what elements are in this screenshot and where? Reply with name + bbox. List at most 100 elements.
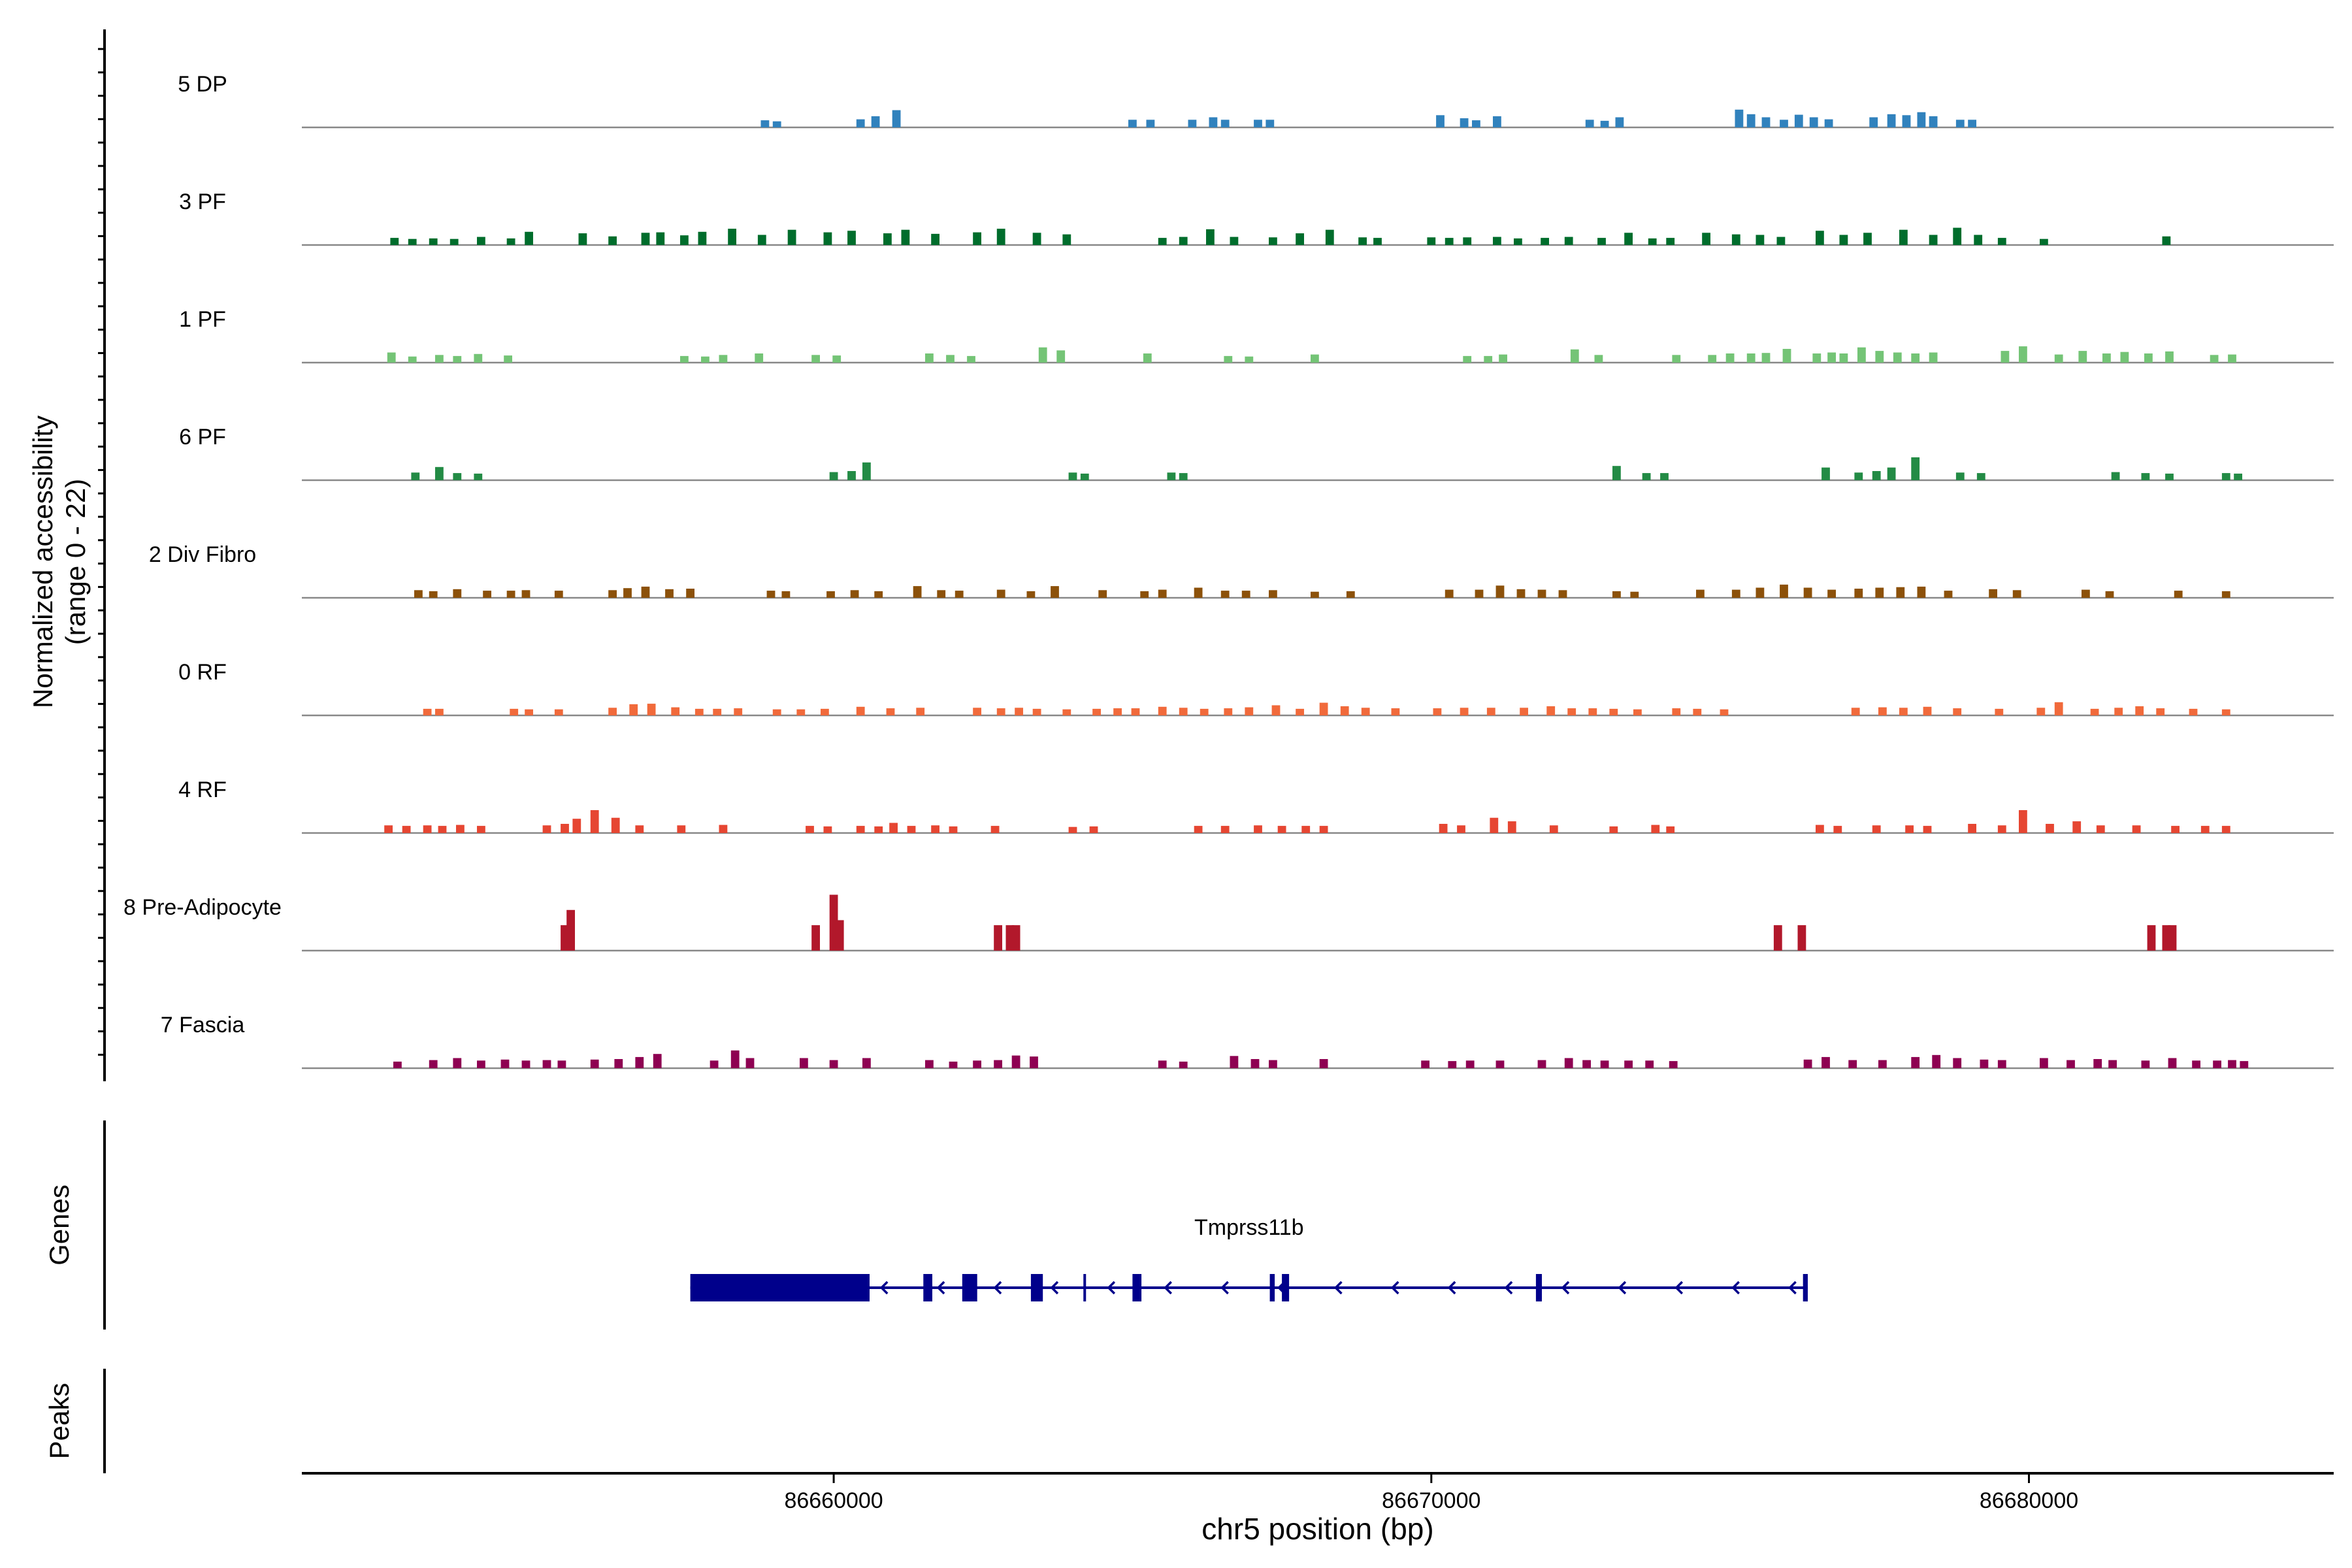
coverage-peak [566,909,575,951]
track-label: 0 RF [178,660,227,685]
coverage-peak [719,825,728,833]
coverage-peak [847,471,856,480]
coverage-peak [1537,1060,1546,1068]
coverage-peak [913,586,922,598]
coverage-peak [1708,355,1717,363]
track-5-dp: 5 DP [178,72,2334,129]
coverage-peak [883,233,892,245]
coverage-peak [1955,472,1965,480]
coverage-peak [1666,238,1675,245]
coverage-peak [760,120,770,127]
coverage-peak [1666,826,1675,833]
coverage-peak [1570,349,1579,363]
coverage-peak [2108,1060,2117,1068]
coverage-peak [2040,1058,2048,1068]
coverage-peak [990,826,1000,833]
coverage-peak [2228,354,2236,363]
coverage-peak [1731,589,1740,598]
coverage-peak [1179,708,1188,715]
coverage-peak [572,819,581,833]
coverage-peak [453,1058,462,1068]
coverage-peak [1167,472,1176,480]
coverage-peak [1472,120,1480,127]
track-1-pf: 1 PF [179,307,2334,364]
coverage-peak [423,825,432,833]
coverage-peak [1929,235,1938,245]
coverage-peak [1457,825,1465,833]
coverage-peak [713,708,722,715]
coverage-peak [1269,237,1277,245]
coverage-peak [694,708,704,715]
coverage-peak [1630,591,1639,598]
coverage-peak [1597,238,1606,245]
coverage-peak [390,238,399,245]
coverage-peak [1893,352,1902,363]
coverage-peak [474,353,483,363]
coverage-peak [1179,473,1188,480]
gene-name-label: Tmprss11b [1194,1215,1304,1240]
coverage-peak [506,591,515,598]
coverage-peak [1158,589,1167,598]
coverage-peak [2144,353,2153,363]
coverage-peak [710,1060,719,1068]
coverage-peak [542,1060,551,1068]
coverage-peak [629,704,638,715]
coverage-peak [387,352,396,363]
coverage-peak [1448,1061,1457,1068]
coverage-peak [1872,825,1881,833]
coverage-peak [2135,706,2144,715]
coverage-peak [1277,826,1286,833]
coverage-peak [1224,355,1233,363]
strand-arrow [1333,1281,1343,1295]
coverage-peak [1564,1058,1573,1068]
coverage-peak [1271,705,1281,715]
coverage-peak [1445,238,1454,245]
coverage-peak [994,925,1002,951]
coverage-peak [1194,826,1203,833]
strand-arrow [1107,1281,1116,1295]
coverage-peak [2078,351,2087,363]
coverage-peak [1567,708,1576,715]
coverage-peak [937,590,946,598]
coverage-peak [1761,353,1771,363]
coverage-peak [1953,708,1962,715]
coverage-peak [1516,589,1526,598]
coverage-peak [1648,238,1657,245]
coverage-peak [1068,826,1077,833]
peaks-panel-label: Peaks [44,1383,74,1460]
gene-exon [1132,1274,1142,1301]
coverage-peak [811,355,820,363]
coverage-peak [656,232,665,245]
coverage-peak [1624,233,1633,245]
coverage-peak [772,121,781,127]
coverage-peak [1038,347,1047,363]
coverage-peak [856,706,865,715]
coverage-peak [2046,824,2054,833]
coverage-peak [611,817,620,833]
coverage-peak [1319,826,1328,833]
coverage-peak [1974,235,1983,245]
coverage-peak [2054,354,2063,363]
coverage-peak [590,1059,599,1068]
coverage-peak [1361,708,1370,715]
track-7-fascia: 7 Fascia [161,1013,2334,1070]
coverage-peak [1651,825,1660,833]
coverage-peak [680,355,689,363]
coverage-peak [525,709,533,715]
coverage-peak [1839,235,1848,245]
track-3-pf: 3 PF [179,189,2334,246]
coverage-peak [2019,810,2027,833]
coverage-peak [1158,1060,1167,1068]
coverage-peak [1427,237,1436,245]
coverage-peak [1011,925,1021,951]
coverage-peak [1250,1059,1260,1068]
coverage-peak [2105,591,2114,598]
coverage-peak [521,590,531,598]
coverage-peak [590,810,599,833]
coverage-peak [874,826,883,833]
coverage-peak [677,825,686,833]
coverage-peak [1672,355,1681,363]
x-axis-tick-label: 86660000 [784,1488,883,1513]
y-axis-range-label: (range 0 - 22) [60,479,91,645]
